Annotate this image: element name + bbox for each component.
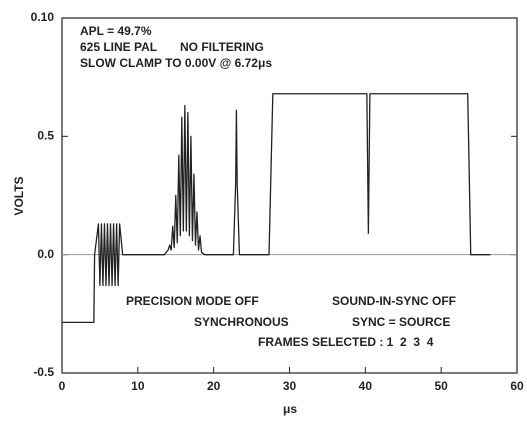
y-axis-label: VOLTS: [12, 176, 26, 215]
annotation: SLOW CLAMP TO 0.00V @ 6.72μs: [80, 56, 272, 70]
x-tick-label: 40: [359, 379, 373, 393]
annotation: SYNC = SOURCE: [352, 315, 450, 329]
annotation: SYNCHRONOUS: [194, 315, 289, 329]
annotation: SOUND-IN-SYNC OFF: [332, 294, 456, 308]
x-tick-label: 20: [207, 379, 221, 393]
y-tick-label: -0.5: [33, 365, 54, 379]
y-tick-label: 0.10: [31, 10, 55, 24]
x-tick-label: 0: [59, 379, 66, 393]
waveform: [62, 93, 491, 323]
annotation: FRAMES SELECTED : 1 2 3 4: [258, 335, 434, 349]
x-tick-label: 50: [434, 379, 448, 393]
annotation: PRECISION MODE OFF: [126, 294, 259, 308]
y-tick-label: 0.5: [37, 129, 54, 143]
annotation: 625 LINE PAL: [80, 40, 157, 54]
x-tick-label: 30: [283, 379, 297, 393]
x-tick-label: 10: [131, 379, 145, 393]
annotation: APL = 49.7%: [80, 24, 152, 38]
x-tick-label: 60: [510, 379, 524, 393]
annotation: NO FILTERING: [180, 40, 264, 54]
x-axis-label: μs: [283, 402, 297, 416]
y-tick-label: 0.0: [37, 247, 54, 261]
